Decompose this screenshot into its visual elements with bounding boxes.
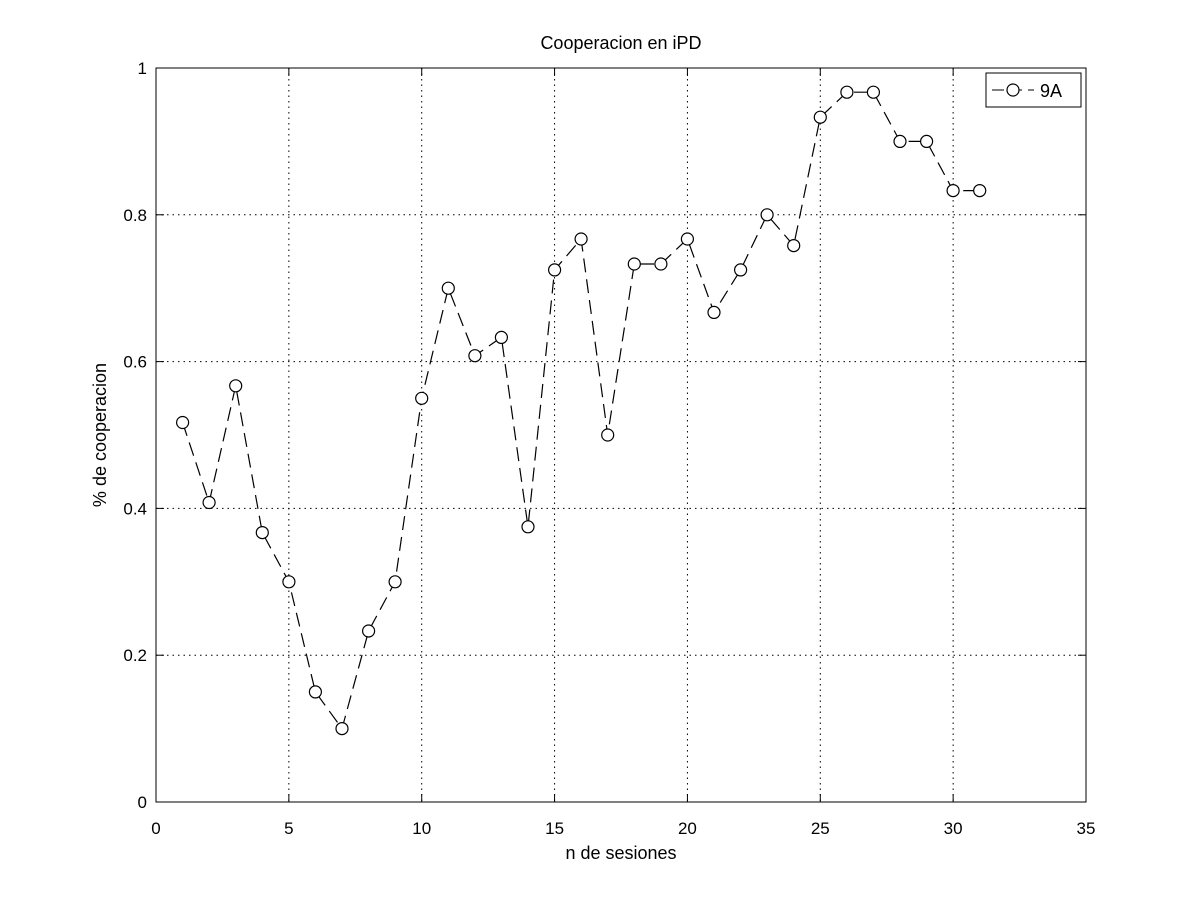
data-point-marker <box>760 208 774 222</box>
y-tick-label: 0 <box>138 793 147 812</box>
chart-title: Cooperacion en iPD <box>540 33 701 53</box>
axis-ticks: 0 5 10 15 20 25 30 35 0 0.2 0.4 0.6 0.8 1 <box>123 59 1095 838</box>
legend-marker-icon <box>1006 83 1020 97</box>
legend: 9A <box>985 72 1082 108</box>
data-point-marker <box>627 257 641 271</box>
data-point-marker <box>494 330 508 344</box>
data-point-marker <box>840 85 854 99</box>
y-tick-label: 0.2 <box>123 646 147 665</box>
y-tick-label: 0.6 <box>123 353 147 372</box>
data-point-marker <box>680 232 695 246</box>
data-point-marker <box>601 428 615 442</box>
data-point-marker <box>388 575 402 589</box>
data-point-marker <box>255 525 269 540</box>
data-point-marker <box>893 134 907 148</box>
x-tick-label: 15 <box>545 819 564 838</box>
data-point-marker <box>441 281 455 295</box>
series-group <box>176 85 987 736</box>
legend-label: 9A <box>1040 81 1062 101</box>
x-tick-label: 25 <box>811 819 830 838</box>
data-point-marker <box>335 721 349 736</box>
plot-area-frame <box>155 67 1087 803</box>
data-point-marker <box>733 263 748 277</box>
y-tick-label: 0.4 <box>123 499 147 518</box>
y-tick-label: 0.8 <box>123 206 147 225</box>
data-point-marker <box>415 391 429 405</box>
data-point-marker <box>202 495 216 510</box>
data-point-marker <box>574 232 588 246</box>
y-tick-label: 1 <box>138 59 147 78</box>
series-line <box>182 91 980 730</box>
x-tick-label: 5 <box>284 819 293 838</box>
data-point-marker <box>654 257 668 271</box>
grid <box>156 68 1086 802</box>
data-point-marker <box>176 415 190 430</box>
x-tick-label: 30 <box>944 819 963 838</box>
y-axis-title: % de cooperacion <box>90 363 110 507</box>
x-tick-label: 10 <box>412 819 431 838</box>
data-point-marker <box>547 263 562 277</box>
data-point-marker <box>946 184 960 198</box>
data-point-marker <box>866 85 881 99</box>
x-axis-title: n de sesiones <box>565 843 676 863</box>
x-tick-label: 20 <box>678 819 697 838</box>
data-point-marker <box>468 349 482 363</box>
data-point-marker <box>282 575 296 589</box>
data-point-marker <box>973 184 987 198</box>
data-point-marker <box>707 305 721 319</box>
x-tick-label: 0 <box>151 819 160 838</box>
data-point-marker <box>229 379 243 393</box>
data-point-marker <box>919 134 934 148</box>
data-point-marker <box>787 239 801 253</box>
data-point-marker <box>813 110 827 124</box>
x-tick-label: 35 <box>1077 819 1096 838</box>
data-point-marker <box>308 685 322 699</box>
data-point-marker <box>521 520 535 534</box>
data-point-marker <box>362 624 376 638</box>
